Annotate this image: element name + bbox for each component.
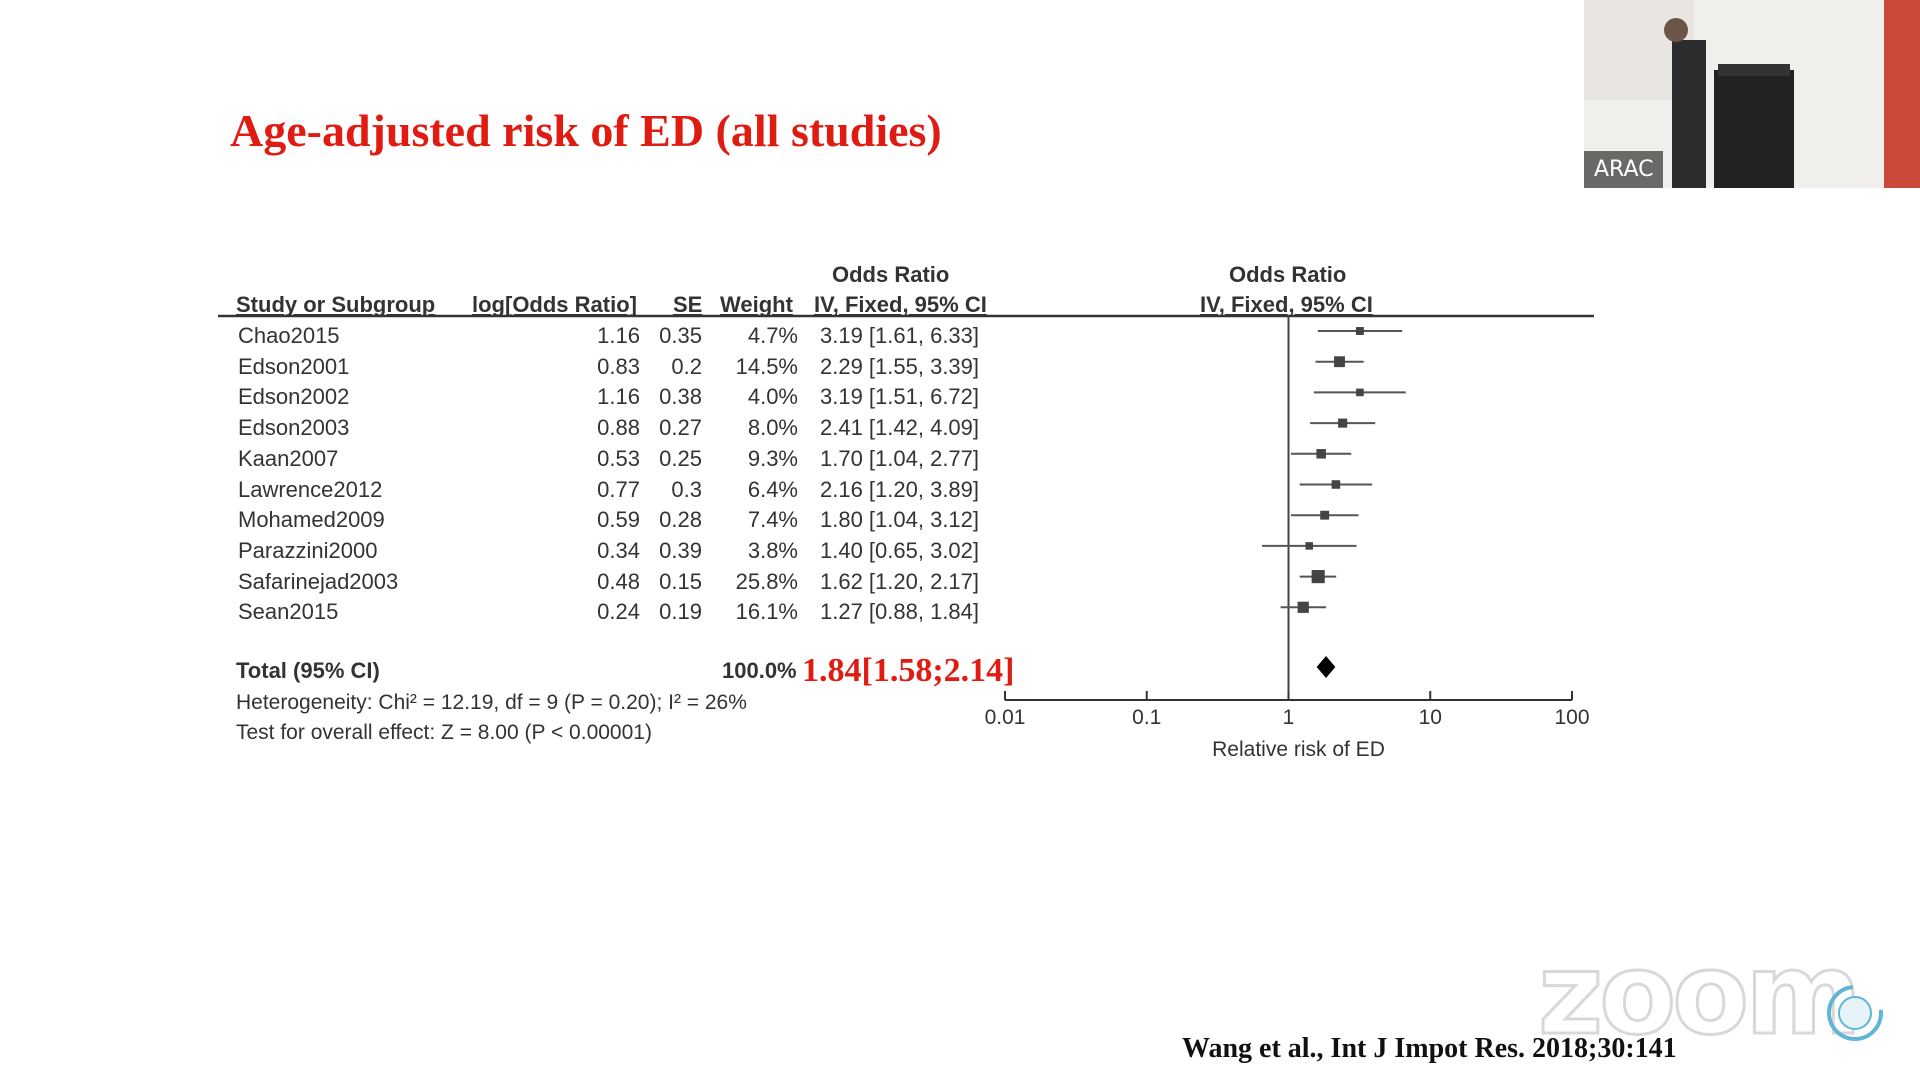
- presenter-video-icon: [1584, 0, 1920, 188]
- x-tick-label: 10: [1419, 706, 1442, 729]
- participant-name: ARAC: [1584, 151, 1664, 188]
- study-log-or: 0.77: [597, 476, 640, 502]
- total-diamond: [1316, 656, 1336, 678]
- study-name: Safarinejad2003: [238, 568, 399, 594]
- study-weight: 4.0%: [747, 384, 798, 410]
- study-ci: 1.62 [1.20, 2.17]: [820, 568, 980, 594]
- point-estimate-square: [1320, 510, 1330, 520]
- point-estimate-square: [1356, 388, 1364, 397]
- study-ci: 1.70 [1.04, 2.77]: [820, 445, 980, 471]
- point-estimate-square: [1334, 356, 1345, 368]
- study-name: Lawrence2012: [238, 476, 383, 502]
- col-ci: IV, Fixed, 95% CI: [814, 292, 987, 317]
- study-ci: 2.41 [1.42, 4.09]: [820, 415, 980, 441]
- study-ci: 3.19 [1.61, 6.33]: [820, 323, 980, 348]
- study-ci: 1.27 [0.88, 1.84]: [820, 599, 980, 625]
- col-weight: Weight: [720, 292, 793, 317]
- study-ci: 1.40 [0.65, 3.02]: [820, 537, 980, 563]
- col-plot-ci: IV, Fixed, 95% CI: [1200, 292, 1373, 317]
- study-se: 0.38: [659, 384, 702, 410]
- slide-title: Age-adjusted risk of ED (all studies): [230, 105, 942, 156]
- citation: Wang et al., Int J Impot Res. 2018;30:14…: [1182, 1033, 1677, 1064]
- study-log-or: 0.24: [597, 599, 640, 625]
- study-log-or: 0.59: [597, 507, 640, 533]
- x-axis-label: Relative risk of ED: [1212, 738, 1385, 761]
- study-ci: 1.80 [1.04, 3.12]: [820, 507, 980, 533]
- point-estimate-square: [1355, 327, 1364, 335]
- study-se: 0.39: [659, 537, 702, 563]
- participant-video-thumbnail[interactable]: ARAC: [1584, 0, 1920, 188]
- study-se: 0.27: [659, 415, 702, 441]
- point-estimate-square: [1316, 449, 1326, 459]
- society-logo-icon: [1827, 985, 1883, 1041]
- study-se: 0.15: [659, 568, 702, 594]
- point-estimate-square: [1297, 601, 1309, 613]
- x-tick-label: 0.01: [985, 706, 1026, 729]
- study-name: Kaan2007: [238, 445, 339, 471]
- study-weight: 6.4%: [747, 476, 798, 502]
- study-se: 0.35: [659, 323, 702, 348]
- study-se: 0.19: [659, 599, 702, 625]
- study-log-or: 0.83: [597, 353, 640, 379]
- study-log-or: 1.16: [597, 384, 640, 410]
- study-weight: 4.7%: [747, 323, 798, 348]
- study-log-or: 1.16: [597, 323, 640, 348]
- col-study: Study or Subgroup: [236, 292, 436, 317]
- point-estimate-square: [1305, 542, 1313, 550]
- study-log-or: 0.48: [597, 568, 640, 594]
- point-estimate-square: [1311, 570, 1325, 584]
- study-name: Parazzini2000: [238, 537, 378, 563]
- heterogeneity-text: Heterogeneity: Chi² = 12.19, df = 9 (P =…: [236, 691, 747, 714]
- x-tick-label: 1: [1283, 706, 1295, 729]
- study-se: 0.3: [671, 476, 702, 502]
- zoom-watermark: zoom: [1537, 929, 1864, 1062]
- total-weight: 100.0%: [722, 658, 797, 683]
- overall-effect-text: Test for overall effect: Z = 8.00 (P < 0…: [236, 721, 652, 744]
- x-tick-label: 100: [1554, 706, 1589, 729]
- point-estimate-square: [1338, 418, 1348, 428]
- x-tick-label: 0.1: [1132, 706, 1161, 729]
- study-se: 0.25: [659, 445, 702, 471]
- study-name: Edson2001: [238, 353, 350, 379]
- study-weight: 16.1%: [735, 599, 798, 625]
- study-weight: 25.8%: [735, 568, 798, 594]
- header-odds-ratio-right: Odds Ratio: [1229, 262, 1347, 287]
- study-weight: 9.3%: [747, 445, 798, 471]
- study-name: Edson2002: [238, 384, 350, 410]
- study-name: Mohamed2009: [238, 507, 385, 533]
- study-weight: 7.4%: [747, 507, 798, 533]
- study-name: Edson2003: [238, 415, 350, 441]
- col-se: SE: [673, 292, 703, 317]
- total-odds-ratio: 1.84[1.58;2.14]: [802, 652, 1015, 689]
- col-log-or: log[Odds Ratio]: [472, 292, 637, 317]
- study-log-or: 0.34: [597, 537, 640, 563]
- study-name: Sean2015: [238, 599, 339, 625]
- study-log-or: 0.53: [597, 445, 640, 471]
- study-se: 0.2: [671, 353, 702, 379]
- study-name: Chao2015: [238, 323, 340, 348]
- total-label: Total (95% CI): [236, 658, 380, 683]
- study-ci: 2.29 [1.55, 3.39]: [820, 353, 980, 379]
- study-ci: 3.19 [1.51, 6.72]: [820, 384, 980, 410]
- study-weight: 8.0%: [747, 415, 798, 441]
- header-odds-ratio-left: Odds Ratio: [832, 262, 950, 287]
- study-ci: 2.16 [1.20, 3.89]: [820, 476, 980, 502]
- study-weight: 14.5%: [735, 353, 798, 379]
- study-weight: 3.8%: [747, 537, 798, 563]
- study-log-or: 0.88: [597, 415, 640, 441]
- point-estimate-square: [1331, 480, 1341, 489]
- study-se: 0.28: [659, 507, 702, 533]
